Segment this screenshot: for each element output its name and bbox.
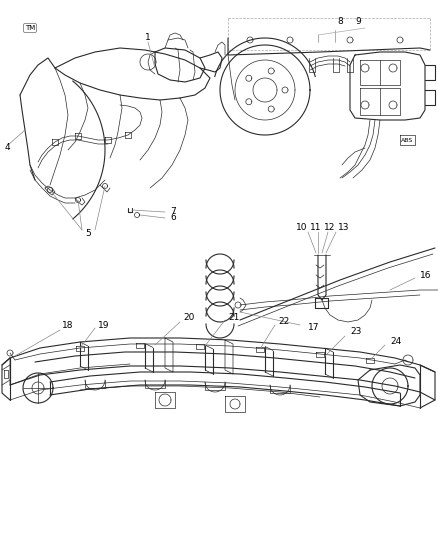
Text: TM: TM — [25, 25, 35, 31]
Text: 4: 4 — [5, 143, 11, 152]
Text: 5: 5 — [85, 230, 91, 238]
Text: 6: 6 — [170, 214, 175, 222]
Text: 19: 19 — [98, 320, 109, 329]
Text: 7: 7 — [170, 207, 175, 216]
Text: ABS: ABS — [400, 138, 412, 142]
Text: 20: 20 — [183, 313, 194, 322]
Text: 1: 1 — [145, 34, 151, 43]
Text: 17: 17 — [307, 324, 319, 333]
Text: 18: 18 — [62, 321, 73, 330]
Text: 8: 8 — [336, 18, 342, 27]
Text: 22: 22 — [277, 318, 289, 327]
Text: 10: 10 — [296, 223, 307, 232]
Text: 11: 11 — [310, 223, 321, 232]
Text: 9: 9 — [354, 18, 360, 27]
Text: 21: 21 — [227, 312, 239, 321]
Text: 16: 16 — [419, 271, 431, 280]
Text: 23: 23 — [349, 327, 360, 336]
Text: 12: 12 — [324, 223, 335, 232]
Text: 13: 13 — [338, 223, 349, 232]
Text: 24: 24 — [389, 337, 400, 346]
